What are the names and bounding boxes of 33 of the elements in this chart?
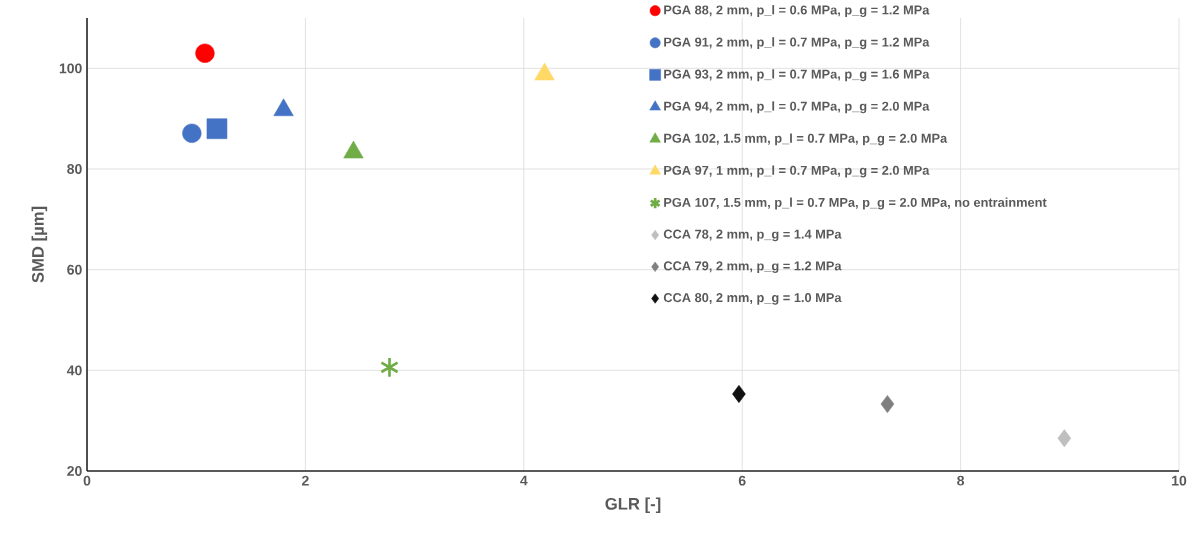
- point: [182, 123, 202, 143]
- y-tick-label: 100: [59, 63, 82, 74]
- y-tick-label: 80: [67, 164, 82, 174]
- point: [380, 356, 399, 378]
- point: [343, 140, 364, 159]
- legend-label: CCA 78, 2 mm, p_g = 1.4 MPa: [663, 229, 842, 242]
- x-tick-label: 4: [520, 475, 528, 486]
- legend-label: PGA 94, 2 mm, p_l = 0.7 MPa, p_g = 2.0 MPa: [664, 101, 930, 114]
- legend-label: CCA 80, 2 mm, p_g = 1.0 MPa: [663, 293, 842, 305]
- x-tick-label: 6: [738, 475, 746, 486]
- point: [880, 395, 895, 413]
- y-axis-title: SMD [µm]: [31, 206, 48, 283]
- y-tick-label: 20: [67, 466, 82, 476]
- x-tick-label: 2: [302, 475, 309, 486]
- point: [534, 62, 555, 81]
- x-tick-label: 0: [83, 475, 91, 486]
- legend-label: CCA 79, 2 mm, p_g = 1.2 MPa: [663, 261, 842, 273]
- x-tick-label: 8: [957, 475, 965, 486]
- legend-label: PGA 102, 1.5 mm, p_l = 0.7 MPa, p_g = 2.0 MPa: [664, 133, 948, 146]
- y-tick-label: 40: [66, 365, 82, 376]
- point: [273, 98, 294, 117]
- legend-label: PGA 88, 2 mm, p_l = 0.6 MPa, p_g = 1.2 MPa: [664, 5, 930, 18]
- legend-label: PGA 93, 2 mm, p_l = 0.7 MPa, p_g = 1.6 MPa: [664, 69, 930, 82]
- point: [195, 43, 215, 63]
- point: [1057, 429, 1072, 448]
- legend-label: PGA 107, 1.5 mm, p_l = 0.7 MPa, p_g = 2.0 MPa, no entrainment: [664, 197, 1047, 210]
- point: [732, 385, 746, 403]
- legend-label: PGA 91, 2 mm, p_l = 0.7 MPa, p_g = 1.2 MPa: [664, 37, 930, 50]
- x-tick-label: 10: [1172, 475, 1187, 486]
- legend-label: PGA 97, 1 mm, p_l = 0.7 MPa, p_g = 2.0 MPa: [664, 165, 930, 178]
- point: [206, 118, 228, 139]
- x-axis-title: GLR [-]: [605, 497, 661, 513]
- y-tick-label: 60: [67, 264, 82, 275]
